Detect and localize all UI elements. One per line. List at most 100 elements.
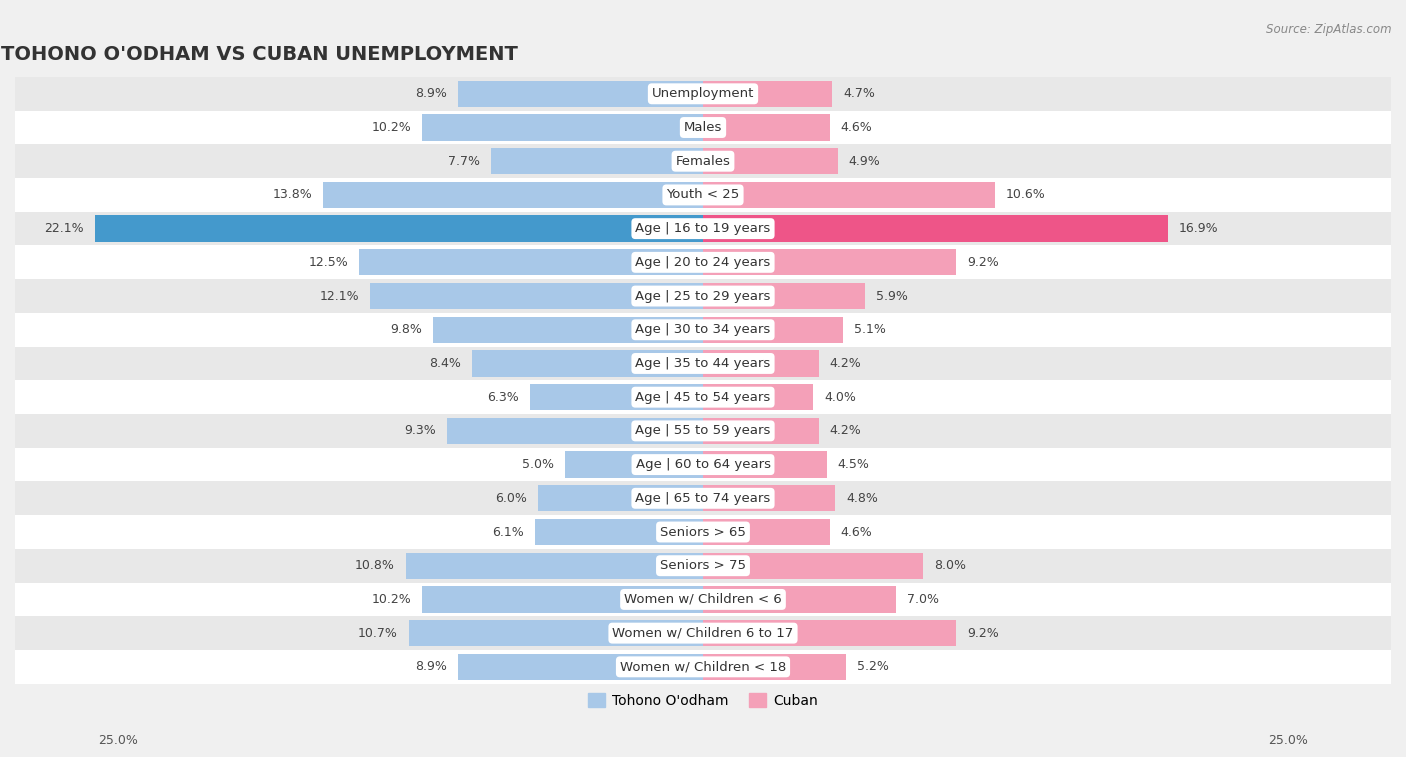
Text: Age | 55 to 59 years: Age | 55 to 59 years	[636, 425, 770, 438]
Bar	[530, 384, 703, 410]
Bar	[447, 418, 703, 444]
Text: 6.3%: 6.3%	[486, 391, 519, 403]
Bar	[15, 481, 1391, 516]
Text: 4.6%: 4.6%	[841, 525, 872, 538]
Bar	[703, 114, 830, 141]
Bar	[94, 216, 703, 241]
Bar	[15, 245, 1391, 279]
Bar	[15, 549, 1391, 583]
Bar	[370, 283, 703, 309]
Bar	[703, 654, 846, 680]
Text: 25.0%: 25.0%	[98, 734, 138, 747]
Text: 4.7%: 4.7%	[844, 87, 875, 100]
Text: 13.8%: 13.8%	[273, 188, 312, 201]
Bar	[15, 616, 1391, 650]
Text: Age | 20 to 24 years: Age | 20 to 24 years	[636, 256, 770, 269]
Text: Males: Males	[683, 121, 723, 134]
Text: 10.8%: 10.8%	[354, 559, 395, 572]
Text: 9.8%: 9.8%	[391, 323, 422, 336]
Bar	[422, 586, 703, 612]
Text: 4.6%: 4.6%	[841, 121, 872, 134]
Text: Age | 30 to 34 years: Age | 30 to 34 years	[636, 323, 770, 336]
Bar	[15, 380, 1391, 414]
Bar	[15, 650, 1391, 684]
Text: 5.2%: 5.2%	[858, 660, 889, 673]
Text: 7.0%: 7.0%	[907, 593, 939, 606]
Text: 8.9%: 8.9%	[415, 660, 447, 673]
Bar	[15, 583, 1391, 616]
Text: Age | 65 to 74 years: Age | 65 to 74 years	[636, 492, 770, 505]
Bar	[703, 384, 813, 410]
Text: TOHONO O'ODHAM VS CUBAN UNEMPLOYMENT: TOHONO O'ODHAM VS CUBAN UNEMPLOYMENT	[1, 45, 519, 64]
Text: 8.0%: 8.0%	[934, 559, 966, 572]
Bar	[703, 283, 865, 309]
Bar	[15, 313, 1391, 347]
Bar	[422, 114, 703, 141]
Bar	[15, 516, 1391, 549]
Bar	[703, 553, 924, 579]
Text: Seniors > 75: Seniors > 75	[659, 559, 747, 572]
Text: 4.2%: 4.2%	[830, 425, 862, 438]
Text: Unemployment: Unemployment	[652, 87, 754, 100]
Text: Age | 45 to 54 years: Age | 45 to 54 years	[636, 391, 770, 403]
Bar	[433, 316, 703, 343]
Bar	[703, 519, 830, 545]
Text: Age | 35 to 44 years: Age | 35 to 44 years	[636, 357, 770, 370]
Bar	[15, 414, 1391, 447]
Text: 22.1%: 22.1%	[44, 222, 84, 235]
Text: Women w/ Children < 6: Women w/ Children < 6	[624, 593, 782, 606]
Bar	[703, 316, 844, 343]
Text: Source: ZipAtlas.com: Source: ZipAtlas.com	[1267, 23, 1392, 36]
Bar	[409, 620, 703, 646]
Bar	[703, 485, 835, 512]
Bar	[703, 249, 956, 276]
Text: 12.1%: 12.1%	[319, 289, 359, 303]
Bar	[703, 451, 827, 478]
Text: 8.4%: 8.4%	[429, 357, 461, 370]
Text: 9.3%: 9.3%	[405, 425, 436, 438]
Bar	[15, 111, 1391, 145]
Text: 4.2%: 4.2%	[830, 357, 862, 370]
Text: Women w/ Children < 18: Women w/ Children < 18	[620, 660, 786, 673]
Text: Youth < 25: Youth < 25	[666, 188, 740, 201]
Bar	[536, 519, 703, 545]
Bar	[15, 212, 1391, 245]
Bar	[15, 279, 1391, 313]
Text: 8.9%: 8.9%	[415, 87, 447, 100]
Bar	[15, 178, 1391, 212]
Text: Seniors > 65: Seniors > 65	[659, 525, 747, 538]
Bar	[15, 447, 1391, 481]
Bar	[703, 81, 832, 107]
Bar	[703, 586, 896, 612]
Text: 5.9%: 5.9%	[876, 289, 908, 303]
Bar	[458, 654, 703, 680]
Legend: Tohono O'odham, Cuban: Tohono O'odham, Cuban	[583, 687, 823, 713]
Bar	[491, 148, 703, 174]
Bar	[565, 451, 703, 478]
Text: 10.2%: 10.2%	[371, 121, 412, 134]
Bar	[15, 77, 1391, 111]
Bar	[703, 182, 994, 208]
Text: Age | 16 to 19 years: Age | 16 to 19 years	[636, 222, 770, 235]
Text: 4.9%: 4.9%	[849, 154, 880, 168]
Bar	[538, 485, 703, 512]
Text: 5.1%: 5.1%	[855, 323, 886, 336]
Bar	[472, 350, 703, 377]
Bar	[15, 347, 1391, 380]
Bar	[15, 145, 1391, 178]
Text: 5.0%: 5.0%	[523, 458, 554, 471]
Text: 9.2%: 9.2%	[967, 627, 998, 640]
Text: 6.0%: 6.0%	[495, 492, 527, 505]
Text: 7.7%: 7.7%	[449, 154, 479, 168]
Text: Women w/ Children 6 to 17: Women w/ Children 6 to 17	[613, 627, 793, 640]
Bar	[323, 182, 703, 208]
Text: 16.9%: 16.9%	[1180, 222, 1219, 235]
Bar	[359, 249, 703, 276]
Text: 10.7%: 10.7%	[357, 627, 398, 640]
Text: Age | 25 to 29 years: Age | 25 to 29 years	[636, 289, 770, 303]
Text: 10.6%: 10.6%	[1005, 188, 1046, 201]
Bar	[703, 620, 956, 646]
Text: 4.8%: 4.8%	[846, 492, 877, 505]
Bar	[406, 553, 703, 579]
Text: 12.5%: 12.5%	[308, 256, 349, 269]
